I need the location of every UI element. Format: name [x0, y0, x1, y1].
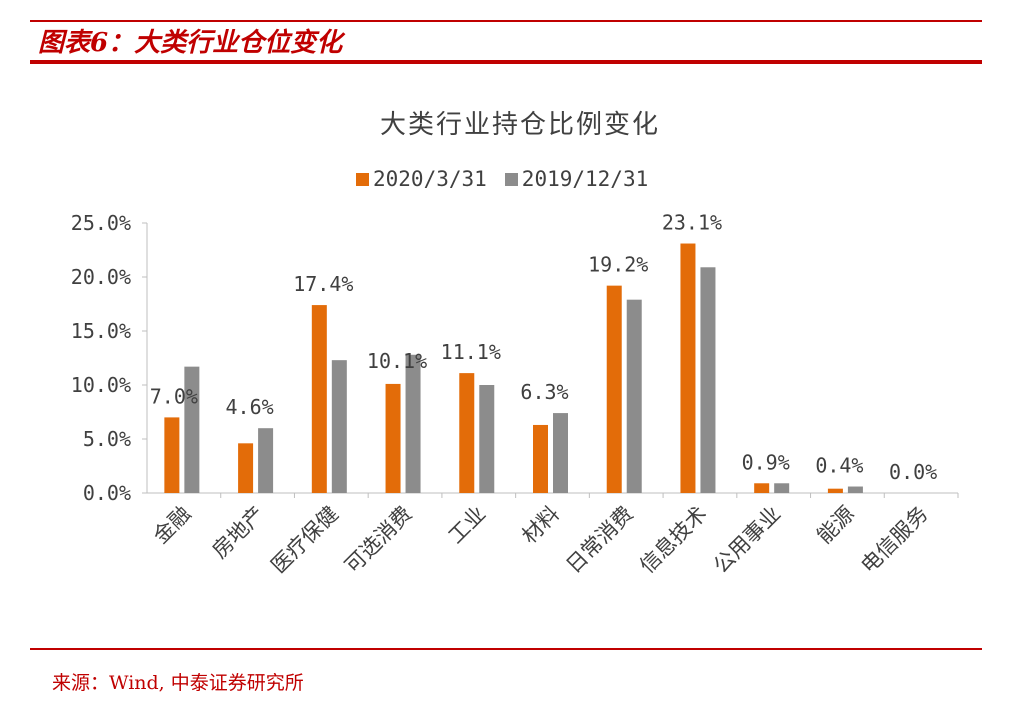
bar-2019 [700, 267, 716, 493]
legend-label-2019: 2019/12/31 [521, 167, 649, 191]
legend-swatch-2019 [504, 172, 518, 186]
bar-2020 [164, 417, 180, 493]
bar-2020 [238, 443, 254, 493]
chart-title: 大类行业持仓比例变化 [379, 110, 660, 140]
y-tick-label: 10.0% [71, 373, 131, 397]
y-tick-label: 5.0% [83, 427, 131, 451]
bar-2020 [459, 373, 475, 493]
bar-2020 [385, 383, 401, 493]
data-label: 0.9% [742, 450, 790, 474]
x-tick-label: 能源 [812, 502, 859, 549]
bar-2020 [606, 285, 622, 493]
bar-2019 [774, 483, 790, 493]
x-tick-label: 医疗保健 [266, 502, 342, 578]
bar-2020 [827, 488, 843, 493]
figure-title: 图表6：大类行业仓位变化 [38, 28, 343, 58]
data-label: 7.0% [150, 384, 198, 408]
bar-2020 [533, 424, 548, 493]
x-tick-label: 工业 [444, 502, 491, 549]
x-tick-label: 可选消费 [340, 502, 416, 578]
bar-2020 [754, 483, 770, 493]
x-tick-label: 金融 [149, 502, 196, 549]
y-tick-label: 0.0% [83, 481, 131, 505]
x-tick-label: 公用事业 [709, 502, 785, 578]
bar-2019 [479, 385, 495, 493]
legend-item-2020: 2020/3/31 [356, 167, 487, 191]
data-label: 0.0% [889, 460, 937, 484]
data-label: 17.4% [293, 272, 353, 296]
data-label: 11.1% [441, 340, 501, 364]
bar-2020 [311, 305, 327, 493]
y-tick-label: 25.0% [71, 211, 131, 235]
data-label: 19.2% [588, 253, 648, 277]
legend-label-2020: 2020/3/31 [373, 167, 487, 191]
x-tick-label: 信息技术 [635, 502, 711, 578]
data-label: 10.1% [367, 349, 427, 373]
chart-legend: 2020/3/31 2019/12/31 [356, 166, 666, 192]
data-label: 6.3% [520, 380, 568, 404]
legend-item-2019: 2019/12/31 [504, 167, 649, 191]
source-note: 来源：Wind, 中泰证券研究所 [52, 672, 304, 694]
bar-2020 [680, 243, 696, 493]
header-top-rule [30, 20, 982, 22]
data-label: 4.6% [226, 395, 274, 419]
x-tick-label: 电信服务 [856, 502, 932, 578]
bar-2019 [184, 366, 200, 493]
y-tick-label: 15.0% [71, 319, 131, 343]
x-tick-label: 材料 [517, 502, 564, 549]
bar-2019 [626, 299, 642, 493]
footer-rule [30, 648, 982, 650]
data-label: 23.1% [662, 211, 722, 235]
x-tick-label: 日常消费 [561, 502, 637, 578]
x-tick-label: 房地产 [208, 502, 270, 564]
bar-2019 [331, 360, 347, 493]
bar-2019 [405, 354, 421, 493]
bar-2019 [258, 428, 274, 493]
bar-2019 [847, 486, 863, 493]
bar-2019 [553, 413, 568, 493]
data-label: 0.4% [815, 454, 863, 478]
header-bottom-rule [30, 60, 982, 64]
legend-swatch-2020 [356, 172, 369, 186]
y-tick-label: 20.0% [71, 265, 131, 289]
